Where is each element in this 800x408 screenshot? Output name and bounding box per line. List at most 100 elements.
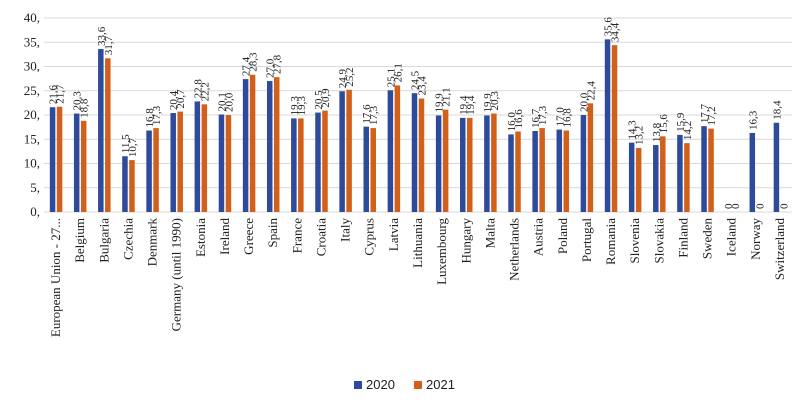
- data-label-2021: 0: [730, 203, 742, 209]
- bar-2021: [394, 85, 401, 212]
- category-label: Lithuania: [410, 218, 425, 268]
- data-label-2021: 15,6: [658, 114, 670, 134]
- category-label: Switzerland: [772, 218, 787, 281]
- bar-2021: [684, 143, 690, 212]
- gridlines: [44, 17, 792, 213]
- data-label-2020: 0: [723, 203, 735, 209]
- bar-2020: [339, 91, 345, 212]
- data-label-2021: 0: [754, 203, 766, 209]
- bar-2021: [225, 115, 232, 212]
- bar-2020: [773, 122, 780, 212]
- bar-2020: [242, 79, 249, 212]
- legend-swatch-2020: [354, 381, 362, 389]
- bar-2021: [563, 130, 570, 212]
- data-label-2021: 20,9: [320, 88, 332, 108]
- bar-2021: [56, 106, 63, 212]
- data-label-2020: 19,3: [289, 96, 301, 116]
- data-label-2020: 24,5: [410, 70, 422, 90]
- category-label: Hungary: [458, 218, 473, 264]
- data-label-2021: 17,3: [537, 105, 549, 125]
- data-label-2020: 14,3: [627, 120, 639, 140]
- bar-2021: [322, 110, 328, 212]
- data-label-2021: 17,3: [151, 105, 163, 125]
- data-label-2020: 19,9: [482, 93, 494, 113]
- bar-2020: [460, 117, 466, 212]
- data-label-2021: 20,7: [175, 89, 187, 109]
- bar-2020: [556, 129, 563, 212]
- bar-2020: [749, 132, 756, 212]
- bar-2020: [218, 114, 225, 212]
- data-label-2020: 33,6: [96, 26, 108, 46]
- bar-2021: [708, 128, 714, 212]
- y-tick-label: 40,: [24, 10, 40, 25]
- category-label: Romania: [603, 218, 618, 265]
- data-label-2021: 18,8: [79, 98, 91, 118]
- bar-2021: [273, 77, 280, 212]
- bar-2021: [442, 109, 449, 212]
- data-label-2020: 13,8: [651, 122, 663, 142]
- category-label: Greece: [241, 218, 256, 255]
- bar-2021: [491, 113, 497, 212]
- data-label-2020: 15,9: [675, 112, 687, 132]
- bar-2020: [411, 93, 418, 212]
- bar-2020: [628, 142, 635, 212]
- data-label-2021: 16,6: [513, 109, 525, 129]
- bar-2020: [532, 131, 538, 212]
- category-label: Croatia: [313, 218, 328, 256]
- category-label: Cyprus: [362, 218, 377, 256]
- category-label: Sweden: [700, 218, 715, 260]
- y-tick-label: 10,: [24, 156, 40, 171]
- bar-2020: [387, 90, 394, 212]
- category-labels: European Union - 27... Belgium Bulgaria Cze…: [48, 218, 787, 338]
- data-label-2021: 22,2: [199, 82, 211, 101]
- category-label: Netherlands: [507, 218, 522, 281]
- data-labels: 21,621,7 20,318,833,631,711,510,716,817,3…: [48, 17, 791, 209]
- data-label-2021: 20,3: [489, 91, 501, 111]
- category-label: France: [289, 218, 304, 254]
- data-label-2021: 10,7: [127, 137, 139, 157]
- data-label-2021: 21,1: [441, 87, 453, 106]
- data-label-2020: 21,6: [48, 84, 60, 104]
- data-label-2020: 27,0: [265, 58, 277, 78]
- data-label-2021: 21,7: [55, 84, 67, 104]
- y-tick-label: 30,: [24, 59, 40, 74]
- bar-2020: [194, 101, 201, 212]
- category-label: Ireland: [217, 218, 232, 255]
- category-label: Slovenia: [627, 218, 642, 264]
- bar-2020: [580, 115, 587, 212]
- bar-2020: [266, 81, 273, 212]
- category-label: Spain: [265, 218, 280, 248]
- data-label-2021: 26,1: [392, 63, 404, 82]
- data-label-2020: 20,5: [313, 90, 325, 110]
- data-label-2021: 23,4: [417, 76, 429, 96]
- bar-2020: [677, 134, 683, 212]
- bar-2020: [170, 113, 176, 212]
- category-label: Slovakia: [651, 218, 666, 264]
- category-label: Italy: [338, 218, 353, 242]
- data-label-2021: 31,7: [103, 36, 115, 56]
- bar-2020: [484, 115, 490, 212]
- bar-2021: [177, 111, 183, 212]
- category-label: Czechia: [120, 218, 135, 260]
- data-label-2020: 24,9: [337, 68, 349, 88]
- data-label-2020: 17,0: [554, 107, 566, 127]
- bar-2020: [435, 115, 442, 212]
- data-label-2021: 19,4: [465, 95, 477, 115]
- bar-2020: [146, 130, 152, 212]
- bar-2021: [587, 103, 594, 212]
- data-label-2021: 13,2: [634, 126, 646, 145]
- y-tick-label: 20,: [24, 107, 40, 122]
- data-label-2020: 25,1: [385, 68, 397, 87]
- bar-2021: [346, 89, 352, 212]
- category-label: Germany (until 1990): [169, 218, 184, 331]
- bar-2020: [73, 113, 80, 212]
- category-label: European Union - 27...: [48, 218, 63, 337]
- data-label-2020: 17,6: [361, 104, 373, 124]
- bar-2020: [653, 145, 659, 212]
- bar-2021: [129, 160, 135, 212]
- y-tick-label: 35,: [24, 34, 40, 49]
- data-label-2021: 34,4: [610, 22, 622, 42]
- bar-2021: [153, 128, 159, 212]
- data-label-2020: 16,7: [530, 108, 542, 128]
